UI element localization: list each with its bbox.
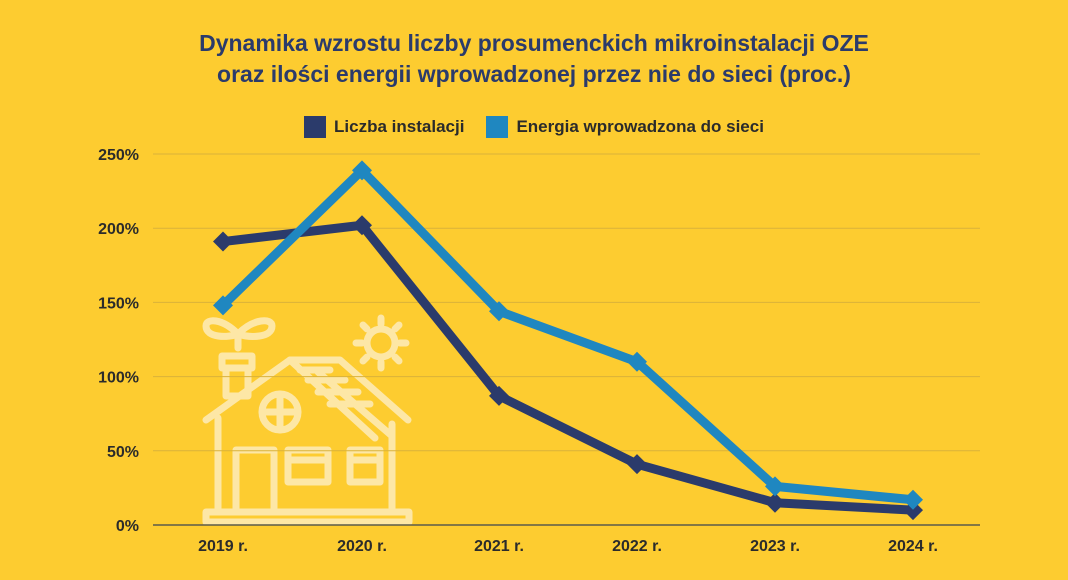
x-tick-label: 2021 r.: [474, 538, 524, 555]
data-point: [489, 385, 509, 406]
data-point: [213, 295, 233, 316]
legend-item-energia: Energia wprowadzona do sieci: [486, 116, 764, 138]
data-point: [213, 231, 233, 252]
chart-title: Dynamika wzrostu liczby prosumenckich mi…: [0, 28, 1068, 90]
chart-title-line-2: oraz ilości energii wprowadzonej przez n…: [217, 61, 851, 87]
x-tick-label: 2023 r.: [750, 538, 800, 555]
legend-swatch-energia: [486, 116, 509, 138]
legend-label-liczba: Liczba instalacji: [334, 117, 465, 136]
data-point: [627, 454, 647, 475]
legend-item-liczba: Liczba instalacji: [304, 116, 464, 138]
data-point: [903, 500, 923, 521]
data-point: [352, 215, 372, 236]
data-point: [765, 492, 785, 513]
data-point: [903, 489, 923, 510]
grid: [153, 153, 980, 526]
data-point: [489, 301, 509, 322]
y-tick-label: 150%: [98, 295, 139, 312]
house-with-solar-panel-icon: [202, 314, 413, 526]
data-point: [352, 160, 372, 181]
data-point: [627, 351, 647, 372]
y-tick-label: 200%: [98, 221, 139, 238]
y-tick-label: 0%: [116, 518, 139, 535]
series-energia: [213, 160, 923, 510]
x-axis: 2019 r. 2020 r. 2021 r. 2022 r. 2023 r. 2024 …: [198, 538, 938, 555]
series-liczba-instalacji: [213, 215, 923, 521]
data-point: [765, 476, 785, 497]
series-group: [213, 160, 923, 521]
legend-swatch-liczba: [304, 116, 327, 138]
x-tick-label: 2022 r.: [612, 538, 662, 555]
y-axis: 0% 50% 100% 150% 200% 250%: [98, 147, 139, 535]
legend: Liczba instalacji Energia wprowadzona do…: [0, 116, 1068, 138]
x-tick-label: 2020 r.: [337, 538, 387, 555]
legend-label-energia: Energia wprowadzona do sieci: [516, 117, 764, 136]
series-line: [218, 165, 918, 505]
series-line: [218, 220, 918, 515]
x-tick-label: 2024 r.: [888, 538, 938, 555]
y-tick-label: 250%: [98, 147, 139, 164]
y-tick-label: 100%: [98, 370, 139, 387]
y-tick-label: 50%: [107, 444, 139, 461]
x-tick-label: 2019 r.: [198, 538, 248, 555]
chart-title-line-1: Dynamika wzrostu liczby prosumenckich mi…: [199, 30, 869, 56]
